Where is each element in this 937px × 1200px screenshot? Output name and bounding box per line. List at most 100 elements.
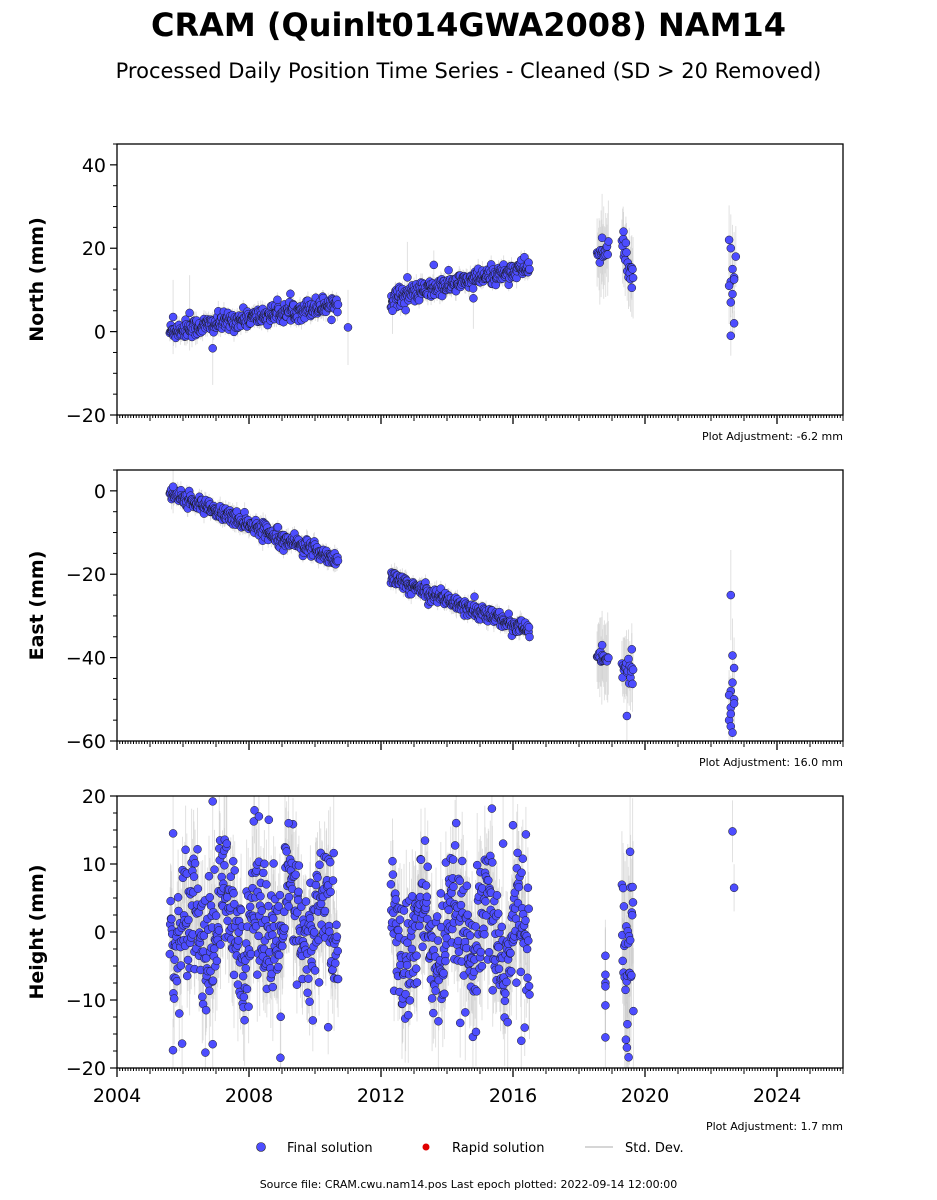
data-point — [597, 640, 607, 650]
data-point — [294, 887, 303, 897]
data-point — [329, 848, 338, 858]
data-point — [193, 884, 203, 893]
data-point — [205, 986, 214, 996]
data-point — [459, 971, 469, 980]
data-point — [167, 914, 176, 924]
data-point — [168, 482, 178, 491]
data-point — [189, 872, 199, 881]
data-point — [198, 992, 207, 1001]
data-point — [275, 890, 285, 900]
data-point — [220, 861, 229, 870]
data-point — [325, 857, 335, 867]
data-point — [388, 870, 398, 879]
chart-title: CRAM (Quinlt014GWA2008) NAM14 — [151, 6, 786, 44]
data-point — [412, 978, 422, 987]
data-point — [407, 944, 417, 954]
data-point — [333, 946, 342, 956]
data-point — [310, 928, 319, 937]
chart-subtitle: Processed Daily Position Time Series - C… — [116, 59, 822, 83]
data-point — [310, 966, 320, 975]
east-panel: −60 −40 −20 0 East (mm) Plot Adjustment: 16.0… — [26, 469, 844, 769]
data-point — [233, 980, 243, 989]
data-point — [429, 1008, 438, 1018]
data-point — [627, 645, 637, 654]
data-point — [212, 956, 222, 966]
data-point — [268, 914, 278, 923]
data-point — [729, 699, 739, 708]
data-point — [401, 305, 410, 315]
data-point — [481, 897, 490, 906]
data-point — [525, 632, 534, 642]
data-point — [450, 841, 460, 850]
data-point — [476, 947, 486, 957]
data-point — [260, 859, 269, 869]
data-point — [728, 728, 737, 737]
data-point — [480, 930, 489, 939]
data-point — [326, 887, 335, 897]
data-point — [456, 900, 466, 910]
data-point — [462, 881, 472, 891]
data-point — [294, 861, 304, 870]
data-point — [455, 1018, 465, 1028]
data-point — [472, 987, 482, 996]
data-point — [240, 1015, 249, 1025]
data-point — [726, 298, 736, 307]
data-point — [168, 1045, 178, 1055]
data-point — [444, 905, 453, 915]
data-point — [439, 968, 448, 978]
data-point — [327, 315, 336, 325]
data-point — [436, 889, 446, 898]
data-point — [332, 932, 342, 941]
data-point — [273, 522, 283, 532]
y-tick-label: −60 — [66, 731, 106, 753]
data-point — [262, 880, 271, 889]
data-point — [268, 982, 278, 992]
data-point — [278, 941, 287, 951]
data-point — [441, 956, 450, 966]
north-panel: −20 0 20 40 North (mm) Plot Adjustment: -6.2 … — [26, 143, 844, 443]
data-point — [469, 294, 478, 303]
data-point — [403, 273, 412, 282]
data-point — [165, 949, 175, 959]
data-point — [484, 876, 493, 885]
data-point — [391, 895, 400, 904]
data-point — [209, 944, 219, 954]
data-point — [181, 845, 190, 855]
data-point — [343, 323, 353, 332]
data-point — [444, 265, 453, 275]
data-point — [269, 859, 278, 868]
data-point — [303, 988, 312, 998]
data-point — [304, 974, 313, 983]
data-point — [223, 916, 232, 926]
data-point — [449, 882, 458, 891]
data-point — [244, 1002, 253, 1011]
data-point — [333, 974, 343, 984]
data-point — [728, 678, 737, 687]
data-point — [284, 892, 294, 902]
point-layer — [165, 482, 739, 737]
data-point — [729, 275, 739, 284]
data-point — [726, 590, 736, 600]
data-point — [429, 260, 439, 270]
data-point — [411, 964, 421, 973]
data-point — [427, 994, 437, 1003]
y-tick-label: 0 — [94, 481, 106, 503]
data-point — [333, 556, 343, 566]
data-point — [729, 319, 739, 328]
data-point — [246, 949, 256, 959]
data-point — [228, 857, 238, 866]
data-point — [242, 984, 252, 994]
data-point — [267, 969, 276, 979]
data-point — [183, 955, 193, 965]
data-point — [297, 902, 306, 912]
data-point — [328, 876, 338, 885]
data-point — [728, 651, 737, 660]
data-point — [420, 836, 430, 845]
data-point — [230, 866, 239, 875]
data-point — [204, 871, 214, 881]
data-point — [724, 235, 734, 245]
data-point — [315, 860, 324, 870]
point-layer — [165, 227, 741, 353]
data-point — [222, 839, 232, 848]
